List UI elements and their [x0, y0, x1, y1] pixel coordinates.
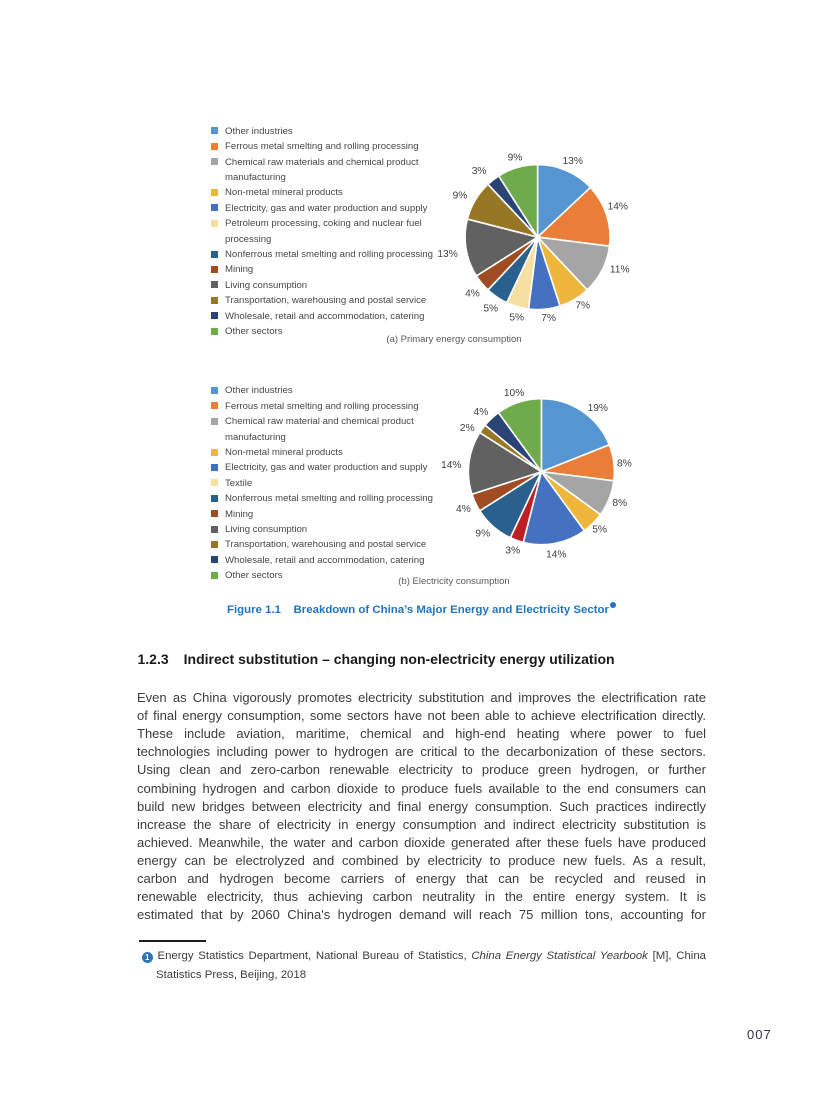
- svg-text:5%: 5%: [592, 525, 607, 536]
- svg-text:9%: 9%: [475, 529, 490, 540]
- svg-text:4%: 4%: [456, 504, 471, 515]
- svg-text:11%: 11%: [610, 265, 630, 276]
- svg-text:4%: 4%: [474, 407, 489, 418]
- svg-text:14%: 14%: [441, 460, 461, 471]
- svg-text:3%: 3%: [505, 546, 520, 557]
- svg-text:9%: 9%: [508, 153, 523, 164]
- svg-text:8%: 8%: [617, 459, 632, 470]
- svg-text:2%: 2%: [460, 423, 475, 434]
- svg-text:13%: 13%: [563, 156, 583, 167]
- svg-text:8%: 8%: [612, 498, 627, 509]
- svg-text:13%: 13%: [437, 249, 457, 260]
- svg-text:9%: 9%: [453, 191, 468, 202]
- svg-text:19%: 19%: [588, 403, 608, 414]
- svg-text:10%: 10%: [504, 388, 524, 399]
- svg-text:7%: 7%: [575, 300, 590, 311]
- svg-text:14%: 14%: [546, 550, 566, 561]
- svg-text:5%: 5%: [483, 304, 498, 315]
- svg-text:4%: 4%: [465, 289, 480, 300]
- svg-text:5%: 5%: [509, 313, 524, 324]
- svg-text:14%: 14%: [608, 202, 628, 213]
- svg-text:7%: 7%: [541, 313, 556, 324]
- svg-text:3%: 3%: [472, 166, 487, 177]
